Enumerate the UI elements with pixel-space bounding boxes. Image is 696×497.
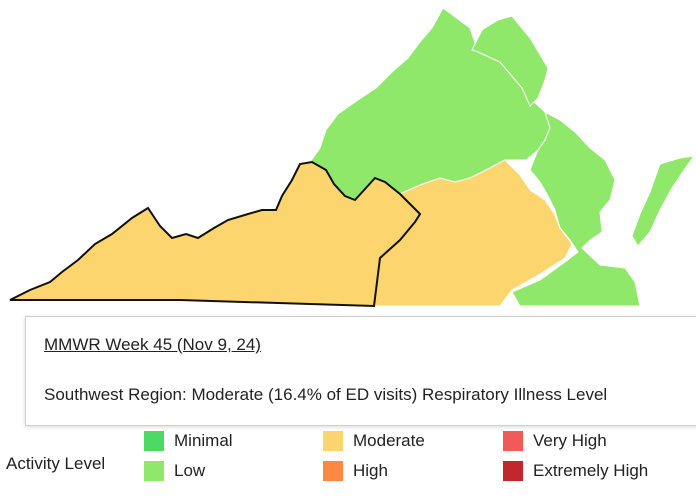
region-eastern-shore[interactable]: [631, 155, 696, 247]
legend-swatch-minimal: [144, 431, 164, 451]
legend-item-very-high: Very High: [503, 430, 607, 452]
legend-item-high: High: [323, 460, 388, 482]
region-southwest[interactable]: [9, 160, 422, 308]
legend-item-moderate: Moderate: [323, 430, 425, 452]
region-tooltip: MMWR Week 45 (Nov 9, 24) Southwest Regio…: [25, 316, 696, 426]
legend-swatch-extremely-high: [503, 461, 523, 481]
tooltip-week-link[interactable]: MMWR Week 45 (Nov 9, 24): [44, 335, 261, 354]
legend-label: Extremely High: [533, 461, 649, 480]
legend-item-extremely-high: Extremely High: [503, 460, 648, 482]
tooltip-level: Moderate: [191, 385, 264, 404]
region-eastern[interactable]: [511, 110, 641, 307]
legend-swatch-high: [323, 461, 343, 481]
virginia-map: [9, 7, 696, 308]
tooltip-percent: (16.4% of ED visits): [268, 385, 418, 404]
region-northern[interactable]: [471, 15, 549, 107]
legend-label: Low: [174, 461, 206, 480]
legend-swatch-very-high: [503, 431, 523, 451]
legend-label: High: [353, 461, 388, 480]
tooltip-suffix: Respiratory Illness Level: [422, 385, 608, 404]
tooltip-region-summary: Southwest Region: Moderate (16.4% of ED …: [44, 385, 607, 405]
legend-swatch-low: [144, 461, 164, 481]
tooltip-colon: :: [181, 385, 192, 404]
legend-item-minimal: Minimal: [144, 430, 233, 452]
legend-swatch-moderate: [323, 431, 343, 451]
legend-label: Minimal: [174, 431, 233, 450]
legend-label: Moderate: [353, 431, 425, 450]
legend-label: Very High: [533, 431, 607, 450]
legend-title: Activity Level: [6, 454, 106, 473]
legend-item-low: Low: [144, 460, 205, 482]
tooltip-region-name: Southwest Region: [44, 385, 182, 404]
